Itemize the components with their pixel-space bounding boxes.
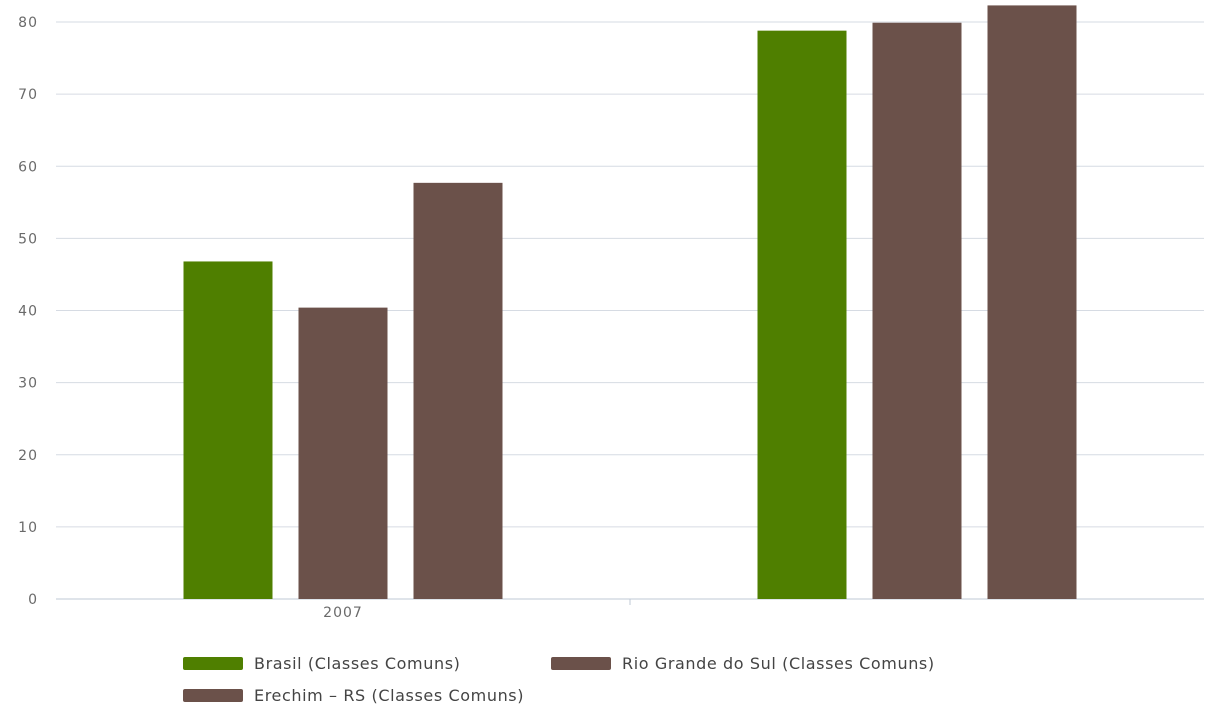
y-axis-ticks: 0 10 20 30 40 50 60 70 80 <box>18 15 38 608</box>
y-tick-label: 50 <box>18 231 38 247</box>
y-tick-label: 60 <box>18 159 38 175</box>
x-tick-label: 2007 <box>323 605 363 621</box>
legend-swatch <box>551 657 611 670</box>
bar <box>987 5 1077 599</box>
bar <box>298 307 388 599</box>
y-tick-label: 10 <box>18 520 38 536</box>
legend-label: Brasil (Classes Comuns) <box>254 654 460 673</box>
y-tick-label: 30 <box>18 376 38 392</box>
x-axis: 2007 <box>323 599 631 621</box>
bar <box>872 22 962 599</box>
legend-swatch <box>183 657 243 670</box>
bar <box>413 182 503 599</box>
y-tick-label: 40 <box>18 304 38 320</box>
legend-label: Erechim – RS (Classes Comuns) <box>254 686 524 704</box>
y-tick-label: 20 <box>18 448 38 464</box>
legend-swatch <box>183 689 243 702</box>
y-tick-label: 80 <box>18 15 38 31</box>
y-tick-label: 0 <box>28 592 38 608</box>
legend: Brasil (Classes Comuns) Rio Grande do Sul… <box>183 654 935 704</box>
y-tick-label: 70 <box>18 87 38 103</box>
bar <box>183 261 273 599</box>
bars <box>183 5 1077 599</box>
legend-label: Rio Grande do Sul (Classes Comuns) <box>622 654 935 673</box>
bar <box>757 30 847 599</box>
